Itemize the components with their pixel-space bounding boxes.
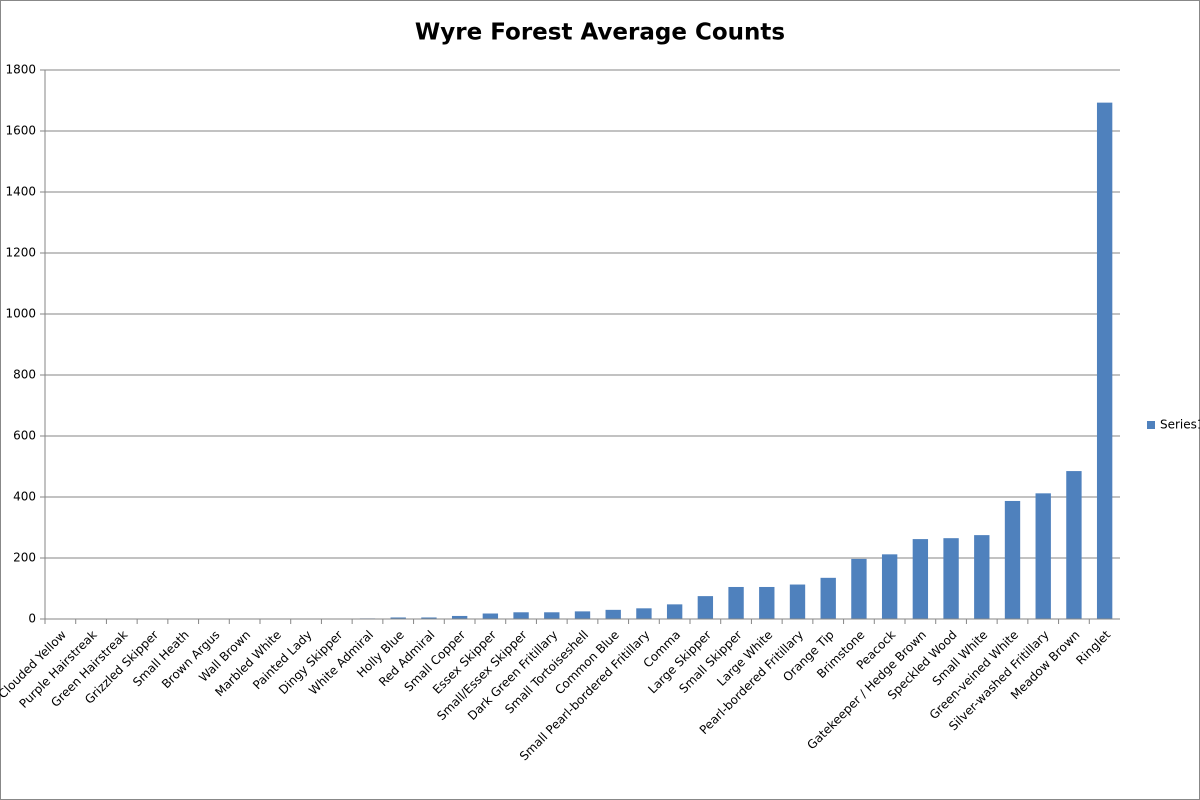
y-tick-label: 1200 xyxy=(5,246,36,260)
y-tick-label: 400 xyxy=(13,490,36,504)
bar xyxy=(666,604,683,619)
bar xyxy=(1035,493,1051,619)
bar xyxy=(820,577,836,619)
bar xyxy=(1066,471,1082,619)
bar xyxy=(1096,102,1113,619)
bar xyxy=(482,613,499,619)
legend-swatch xyxy=(1147,421,1155,429)
bar xyxy=(574,611,591,619)
bar xyxy=(1004,500,1021,619)
y-tick-label: 0 xyxy=(28,612,36,626)
bar xyxy=(544,612,560,619)
y-tick-label: 1800 xyxy=(5,63,36,77)
bar xyxy=(759,586,775,619)
bar xyxy=(728,586,744,619)
bar xyxy=(943,538,959,619)
bar xyxy=(974,535,990,619)
bar xyxy=(605,609,621,619)
y-tick-label: 1000 xyxy=(5,307,36,321)
bar xyxy=(451,615,468,619)
bar xyxy=(636,608,652,619)
bar xyxy=(851,558,867,619)
bar xyxy=(421,617,437,619)
bar xyxy=(697,596,714,619)
chart-title: Wyre Forest Average Counts xyxy=(415,20,785,46)
bar xyxy=(513,612,529,619)
y-tick-label: 1600 xyxy=(5,124,36,138)
bar xyxy=(912,539,929,619)
legend-label: Series1 xyxy=(1160,418,1200,432)
y-tick-label: 800 xyxy=(13,368,36,382)
y-tick-label: 1400 xyxy=(5,185,36,199)
y-tick-label: 200 xyxy=(13,551,36,565)
bar xyxy=(789,584,806,619)
y-tick-label: 600 xyxy=(13,429,36,443)
bar xyxy=(881,554,898,619)
bar xyxy=(390,617,406,619)
